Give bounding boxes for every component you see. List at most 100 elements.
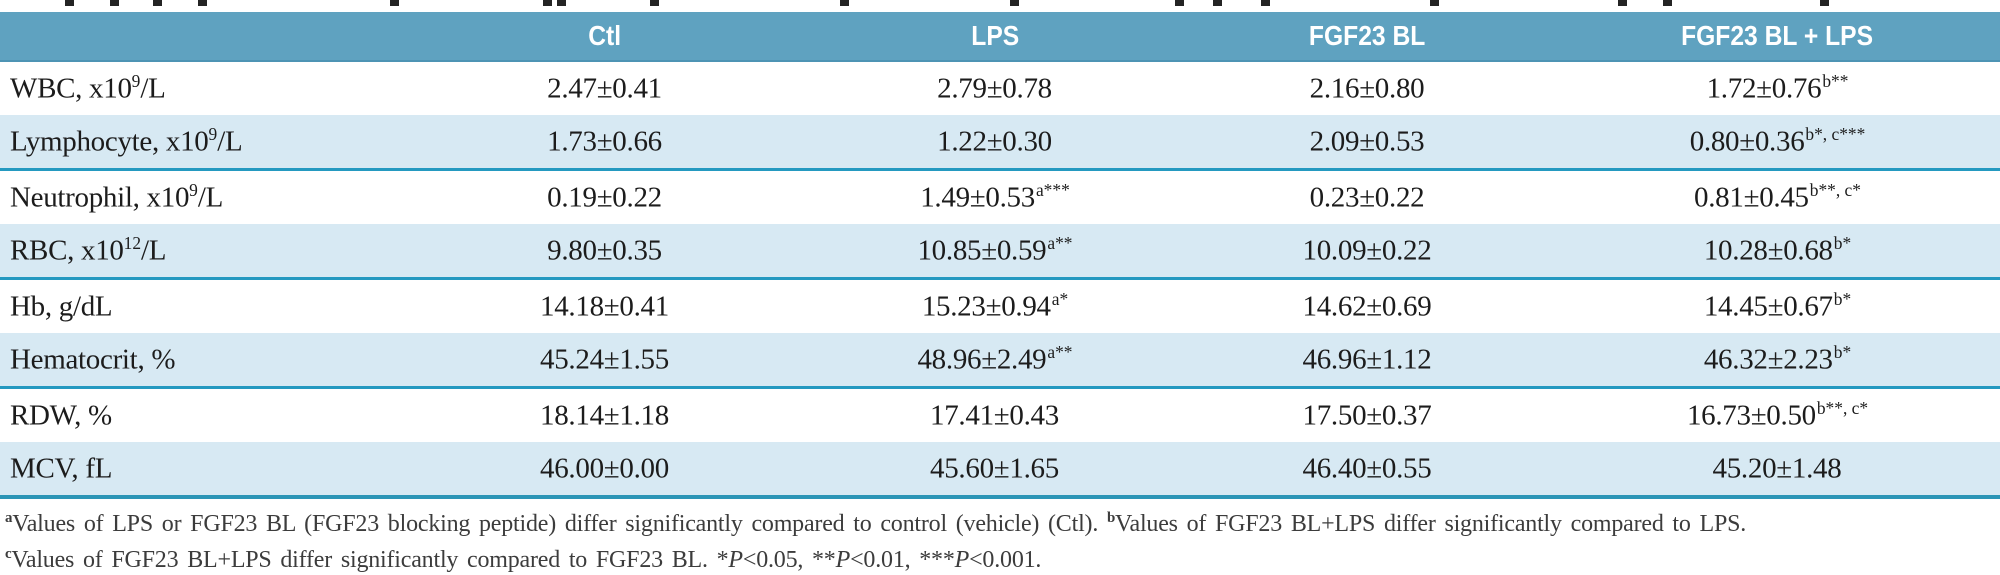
row-label-text: RDW, % (10, 399, 112, 432)
cell-value: 14.45±0.67 (1703, 290, 1833, 323)
row-label-exponent: 9 (131, 71, 141, 92)
row-label: Lymphocyte, x109/L (0, 115, 400, 171)
footnotes: aValues of LPS or FGF23 BL (FGF23 blocki… (5, 503, 1995, 575)
footnote-marker: c (5, 546, 12, 562)
significance-marker: b*, c*** (1805, 124, 1866, 145)
row-label-exponent: 9 (208, 124, 218, 145)
cell-value: 1.22±0.30 (937, 125, 1052, 158)
row-label-text: Hematocrit, % (10, 343, 176, 376)
significance-marker: b* (1833, 289, 1852, 310)
cell-lps: 10.85±0.59a** (810, 224, 1180, 280)
cell-ctl: 0.19±0.22 (400, 170, 810, 225)
cell-value: 15.23±0.94 (921, 290, 1051, 323)
table-row: Lymphocyte, x109/L 1.73±0.66 1.22±0.30 2… (0, 115, 2000, 171)
row-label-text: WBC, x10 (10, 72, 132, 105)
header-empty-cell (0, 12, 400, 62)
footnote-marker: b (1106, 510, 1116, 526)
table-row: Hematocrit, % 45.24±1.55 48.96±2.49a** 4… (0, 333, 2000, 389)
row-label: MCV, fL (0, 442, 400, 499)
cell-fgf23bl: 10.09±0.22 (1180, 224, 1555, 280)
footnote-marker: a (5, 510, 13, 526)
cell-value: 16.73±0.50 (1686, 399, 1816, 432)
table-header: Ctl LPS FGF23 BL FGF23 BL + LPS (0, 12, 2000, 62)
cell-value: 17.50±0.37 (1302, 399, 1432, 432)
cell-ctl: 45.24±1.55 (400, 333, 810, 389)
significance-marker: b**, c* (1809, 180, 1861, 201)
cell-value: 10.09±0.22 (1302, 234, 1432, 267)
cell-lps: 45.60±1.65 (810, 442, 1180, 499)
column-header-label: FGF23 BL + LPS (1681, 20, 1874, 51)
table-row: RBC, x1012/L 9.80±0.35 10.85±0.59a** 10.… (0, 224, 2000, 280)
significance-marker: a*** (1035, 180, 1070, 201)
significance-marker: b**, c* (1816, 398, 1869, 419)
row-label-text: RBC, x10 (10, 234, 124, 267)
cell-fgf23bl-lps: 14.45±0.67b* (1555, 279, 2000, 334)
table-body: WBC, x109/L 2.47±0.41 2.79±0.78 2.16±0.8… (0, 61, 2000, 499)
cell-lps: 17.41±0.43 (810, 388, 1180, 443)
table-row: Hb, g/dL 14.18±0.41 15.23±0.94a* 14.62±0… (0, 279, 2000, 334)
cell-ctl: 14.18±0.41 (400, 279, 810, 334)
cell-value: 2.16±0.80 (1309, 72, 1425, 105)
footnote-text: P (728, 547, 743, 573)
cell-value: 1.49±0.53 (920, 181, 1035, 214)
cell-value: 0.80±0.36 (1689, 125, 1805, 158)
footnote-text: <0.01, *** (850, 547, 955, 573)
row-label-unit: /L (197, 181, 224, 214)
cell-fgf23bl-lps: 0.81±0.45b**, c* (1555, 170, 2000, 225)
cell-value: 14.62±0.69 (1302, 290, 1432, 323)
significance-marker: b* (1833, 342, 1852, 363)
cell-value: 46.96±1.12 (1302, 343, 1432, 376)
column-header-label: FGF23 BL (1309, 20, 1426, 51)
footnote-text: P (835, 547, 851, 573)
footnote-line: aValues of LPS or FGF23 BL (FGF23 blocki… (5, 503, 1995, 539)
cell-ctl: 1.73±0.66 (400, 115, 810, 171)
significance-marker: b* (1833, 233, 1852, 254)
cell-value: 45.60±1.65 (930, 452, 1059, 485)
row-label-unit: /L (217, 125, 243, 158)
cell-fgf23bl: 46.40±0.55 (1180, 442, 1555, 499)
column-header-lps: LPS (810, 12, 1180, 62)
table-row: Neutrophil, x109/L 0.19±0.22 1.49±0.53a*… (0, 170, 2000, 225)
footnote-text: Values of FGF23 BL+LPS differ significan… (1115, 511, 1747, 537)
footnote-text: <0.05, ** (742, 547, 836, 573)
cell-fgf23bl: 14.62±0.69 (1180, 279, 1555, 334)
column-header-fgf23bl-lps: FGF23 BL + LPS (1555, 12, 2000, 62)
cell-lps: 2.79±0.78 (810, 61, 1180, 115)
row-label: RBC, x1012/L (0, 224, 400, 280)
row-label: Hb, g/dL (0, 279, 400, 334)
row-label: RDW, % (0, 388, 400, 443)
footnote-line: cValues of FGF23 BL+LPS differ significa… (5, 539, 1995, 575)
cell-value: 18.14±1.18 (540, 399, 669, 432)
hematology-table: Ctl LPS FGF23 BL FGF23 BL + LPS WBC, x10… (0, 12, 2000, 499)
cell-value: 10.85±0.59 (917, 234, 1047, 267)
cell-value: 17.41±0.43 (930, 399, 1059, 432)
row-label-unit: /L (141, 234, 167, 267)
significance-marker: a** (1047, 233, 1073, 254)
cell-fgf23bl-lps: 0.80±0.36b*, c*** (1555, 115, 2000, 171)
cell-fgf23bl-lps: 16.73±0.50b**, c* (1555, 388, 2000, 443)
row-label: WBC, x109/L (0, 61, 400, 115)
row-label-text: MCV, fL (10, 452, 113, 485)
row-label: Neutrophil, x109/L (0, 170, 400, 225)
header-row: Ctl LPS FGF23 BL FGF23 BL + LPS (0, 12, 2000, 62)
cell-lps: 1.49±0.53a*** (810, 170, 1180, 225)
cell-ctl: 46.00±0.00 (400, 442, 810, 499)
column-header-label: Ctl (588, 20, 622, 51)
column-header-fgf23bl: FGF23 BL (1180, 12, 1555, 62)
cell-fgf23bl-lps: 46.32±2.23b* (1555, 333, 2000, 389)
cell-value: 2.09±0.53 (1309, 125, 1425, 158)
column-header-ctl: Ctl (400, 12, 810, 62)
cell-value: 45.24±1.55 (540, 343, 669, 376)
cell-value: 9.80±0.35 (547, 234, 662, 267)
cell-fgf23bl: 17.50±0.37 (1180, 388, 1555, 443)
cell-ctl: 18.14±1.18 (400, 388, 810, 443)
row-label-exponent: 9 (189, 180, 198, 201)
cell-value: 46.40±0.55 (1302, 452, 1432, 485)
significance-marker: b** (1822, 71, 1849, 92)
significance-marker: a* (1051, 289, 1069, 310)
footnote-text: Values of FGF23 BL+LPS differ significan… (11, 547, 729, 573)
cell-lps: 15.23±0.94a* (810, 279, 1180, 334)
row-label-unit: /L (140, 72, 166, 105)
cell-fgf23bl: 46.96±1.12 (1180, 333, 1555, 389)
